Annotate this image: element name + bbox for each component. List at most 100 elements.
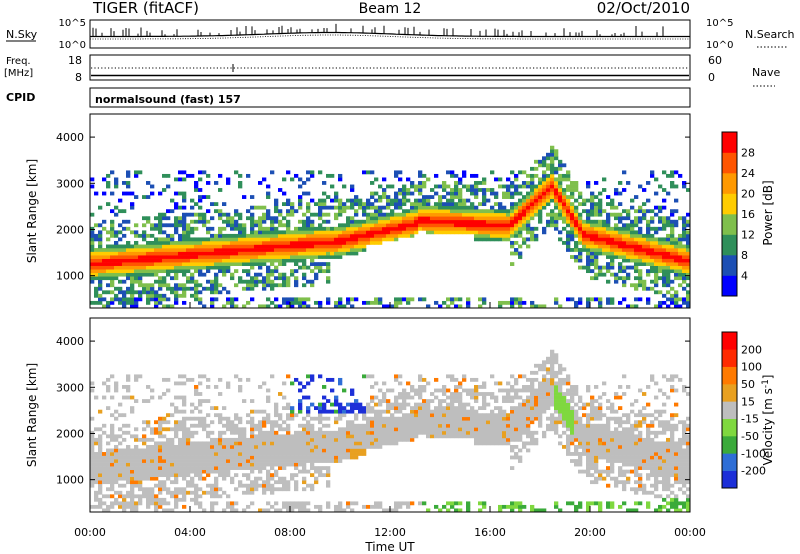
velocity-cell	[514, 430, 519, 435]
power-cell	[610, 205, 615, 210]
power-cell	[606, 226, 611, 231]
velocity-cell	[270, 434, 275, 439]
power-cell	[214, 297, 219, 302]
power-cell	[282, 276, 287, 281]
velocity-cell	[154, 497, 159, 502]
velocity-cell	[334, 430, 339, 435]
power-cell	[642, 255, 647, 259]
power-cell	[178, 251, 183, 256]
velocity-cell	[398, 434, 403, 439]
power-cell	[594, 237, 599, 242]
power-cell	[142, 269, 147, 274]
velocity-cell	[470, 430, 475, 435]
velocity-cell	[142, 427, 147, 432]
power-cell	[94, 233, 99, 238]
power-cell	[194, 255, 199, 259]
velocity-cell	[506, 399, 511, 403]
power-cell	[226, 269, 231, 274]
velocity-cell	[346, 452, 351, 456]
power-cell	[610, 262, 615, 266]
velocity-cell	[106, 476, 111, 481]
power-cell	[586, 244, 591, 249]
power-cell	[154, 255, 159, 259]
power-cell	[586, 297, 591, 302]
velocity-cell	[286, 462, 291, 467]
velocity-cell	[178, 395, 183, 400]
power-cell	[162, 216, 167, 221]
power-cell	[314, 212, 319, 217]
velocity-cell	[438, 427, 443, 432]
power-cell	[350, 237, 355, 242]
power-cell	[170, 244, 175, 249]
velocity-cell	[510, 437, 515, 442]
power-cell	[570, 248, 575, 252]
power-cell	[270, 255, 275, 259]
power-cell	[394, 233, 399, 238]
velocity-cell	[390, 423, 395, 428]
velocity-cell	[326, 452, 331, 456]
power-cell	[162, 279, 167, 284]
power-cell	[610, 300, 615, 305]
velocity-cell	[106, 406, 111, 411]
power-cell	[126, 251, 131, 256]
power-cell	[198, 269, 203, 274]
power-cell	[274, 209, 279, 214]
velocity-cell	[514, 504, 519, 509]
power-cell	[606, 202, 611, 207]
power-cell	[518, 170, 523, 175]
power-cell	[550, 216, 555, 221]
velocity-cell	[378, 402, 383, 407]
power-cell	[538, 191, 543, 196]
power-cell	[322, 240, 327, 245]
velocity-cell	[466, 409, 471, 414]
velocity-cell	[502, 434, 507, 439]
power-cell	[546, 166, 551, 171]
power-cell	[282, 230, 287, 235]
power-cell	[606, 244, 611, 249]
velocity-cell	[118, 494, 123, 499]
velocity-cell	[110, 459, 115, 463]
velocity-cell	[326, 409, 331, 414]
velocity-cell	[294, 441, 299, 446]
power-cell	[362, 230, 367, 235]
velocity-cell	[114, 434, 119, 439]
velocity-cell	[98, 448, 103, 453]
power-cell	[218, 240, 223, 245]
power-cell	[530, 209, 535, 214]
power-cell	[602, 188, 607, 192]
velocity-cell	[286, 406, 291, 411]
velocity-cell	[538, 363, 543, 368]
power-cell	[310, 233, 315, 238]
power-cell	[422, 181, 427, 185]
power-cell	[618, 248, 623, 252]
power-cell	[438, 198, 443, 203]
velocity-cell	[174, 423, 179, 428]
power-cell	[546, 163, 551, 168]
velocity-cell	[394, 395, 399, 400]
velocity-cell	[482, 423, 487, 428]
power-cell	[514, 173, 519, 178]
velocity-cell	[354, 406, 359, 411]
velocity-cell	[446, 420, 451, 425]
power-cell	[138, 276, 143, 281]
velocity-cell	[470, 427, 475, 432]
power-cell	[194, 244, 199, 249]
power-cell	[638, 230, 643, 235]
power-cell	[646, 300, 651, 305]
power-cell	[686, 230, 691, 235]
power-cell	[338, 304, 343, 309]
power-cell	[258, 219, 263, 224]
power-cell	[98, 244, 103, 249]
power-cell	[190, 237, 195, 242]
power-cell	[282, 283, 287, 288]
velocity-cell	[274, 487, 279, 492]
power-cell	[174, 300, 179, 305]
velocity-cell	[198, 381, 203, 386]
velocity-cell	[306, 452, 311, 456]
power-cell	[306, 279, 311, 284]
power-cell	[626, 209, 631, 214]
power-cell	[118, 279, 123, 284]
power-cell	[482, 188, 487, 192]
velocity-cell	[246, 490, 251, 495]
power-cell	[206, 286, 211, 291]
